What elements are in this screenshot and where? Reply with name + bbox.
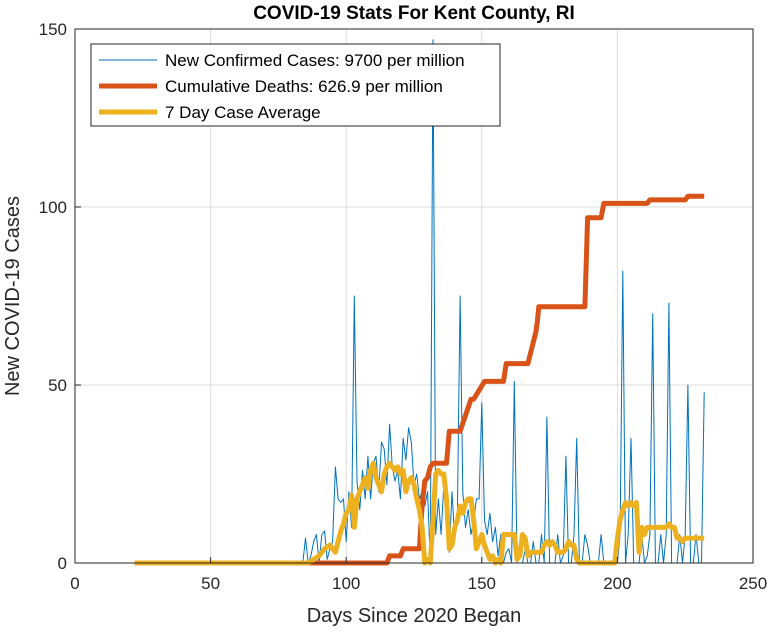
x-tick-label: 100 — [332, 574, 360, 593]
axis-ticks: 0 50 100 150 200 250 0 50 100 150 — [39, 20, 768, 593]
x-tick-label: 50 — [201, 574, 220, 593]
legend-label: 7 Day Case Average — [165, 103, 321, 122]
legend: New Confirmed Cases: 9700 per million Cum… — [90, 43, 501, 127]
legend-box — [90, 43, 501, 127]
y-tick-label: 100 — [39, 198, 67, 217]
x-tick-label: 150 — [468, 574, 496, 593]
legend-label: Cumulative Deaths: 626.9 per million — [165, 77, 443, 96]
x-axis-label: Days Since 2020 Began — [307, 605, 522, 627]
chart-title: COVID-19 Stats For Kent County, RI — [253, 3, 575, 24]
legend-label: New Confirmed Cases: 9700 per million — [165, 51, 465, 70]
x-tick-label: 250 — [739, 574, 767, 593]
y-tick-label: 150 — [39, 20, 67, 39]
y-axis-label: New COVID-19 Cases — [2, 196, 24, 396]
x-tick-label: 200 — [603, 574, 631, 593]
y-tick-label: 0 — [58, 554, 67, 573]
series-line-cumulative-deaths — [134, 193, 705, 566]
x-tick-label: 0 — [70, 574, 79, 593]
series-line-seven-day-avg — [134, 460, 705, 566]
plot-area-frame — [74, 28, 754, 564]
y-tick-label: 50 — [48, 376, 67, 395]
